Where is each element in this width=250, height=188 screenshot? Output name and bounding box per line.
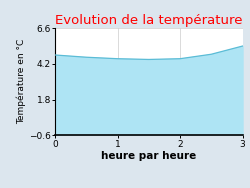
Y-axis label: Température en °C: Température en °C [17, 39, 26, 124]
X-axis label: heure par heure: heure par heure [101, 151, 196, 161]
Title: Evolution de la température: Evolution de la température [55, 14, 242, 27]
